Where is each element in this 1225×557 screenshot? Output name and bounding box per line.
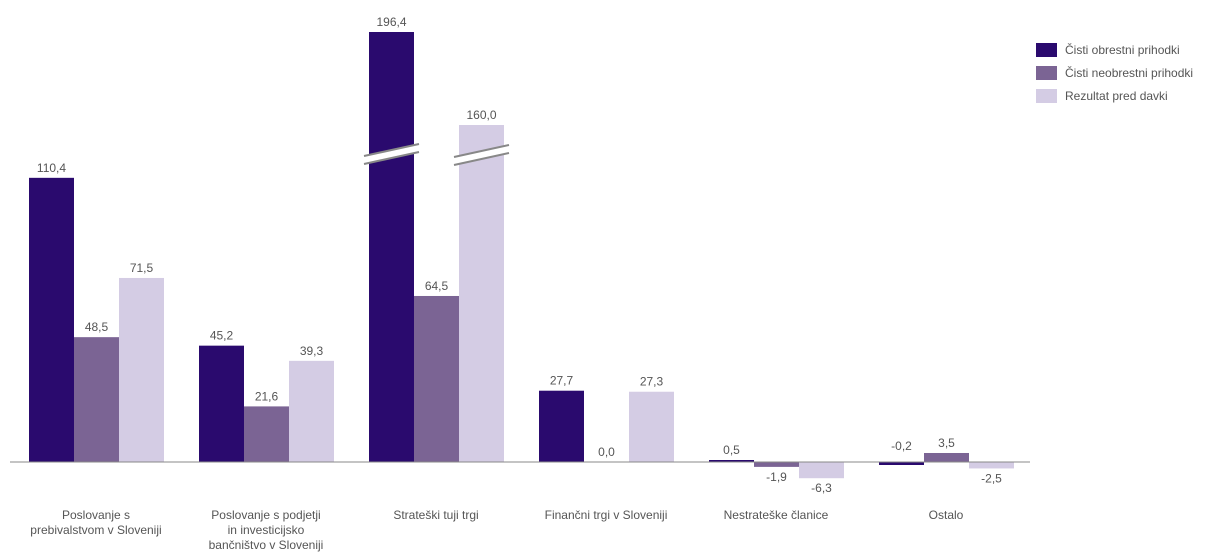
category-label-corporate: Poslovanje s podjetji in investicijsko b… <box>208 508 324 552</box>
bar-1-1 <box>244 406 289 462</box>
axis-break-gap-2-0 <box>364 144 419 164</box>
legend-item-interest: Čisti obrestni prihodki <box>1036 38 1193 61</box>
bar-5-2 <box>969 462 1014 469</box>
data-label-4-1: -1,9 <box>766 470 787 484</box>
bar-0-2 <box>119 277 164 462</box>
axis-break-gap-2-2 <box>454 145 509 165</box>
data-label-0-2: 71,5 <box>130 261 154 275</box>
axis-break-mark-2-0-1 <box>363 151 420 165</box>
data-label-3-0: 27,7 <box>550 374 574 388</box>
data-label-3-1: 0,0 <box>598 445 615 459</box>
category-label-other: Ostalo <box>928 508 964 522</box>
legend-label-pretax: Rezultat pred davki <box>1065 88 1168 103</box>
category-label-nonstrategic: Nestrateške članice <box>723 508 829 522</box>
axis-break-mark-2-2-1 <box>453 152 510 166</box>
legend-swatch-pretax <box>1036 88 1057 103</box>
bar-0-0 <box>29 177 74 463</box>
data-label-2-1: 64,5 <box>425 279 449 293</box>
data-label-1-2: 39,3 <box>300 344 324 358</box>
data-label-0-0: 110,4 <box>37 161 66 175</box>
axis-break-mark-2-2-0 <box>453 144 510 158</box>
bar-4-1 <box>754 462 799 467</box>
legend-swatch-interest <box>1036 42 1057 57</box>
data-label-5-1: 3,5 <box>938 436 955 450</box>
bar-4-2 <box>799 462 844 479</box>
bar-2-2 <box>459 125 504 462</box>
category-label-foreign: Strateški tuji trgi <box>393 508 479 522</box>
legend-swatch-noninterest <box>1036 65 1057 80</box>
bar-0-1 <box>74 337 119 462</box>
bar-2-1 <box>414 295 459 462</box>
data-label-5-0: -0,2 <box>891 439 912 453</box>
data-label-3-2: 27,3 <box>640 375 664 389</box>
legend-label-interest: Čisti obrestni prihodki <box>1065 42 1180 57</box>
bar-5-0 <box>879 462 924 465</box>
data-label-2-0: 196,4 <box>376 15 406 29</box>
data-label-4-0: 0,5 <box>723 443 740 457</box>
data-label-1-1: 21,6 <box>255 389 279 403</box>
data-label-2-2: 160,0 <box>466 108 496 122</box>
data-label-5-2: -2,5 <box>981 471 1002 485</box>
bar-3-0 <box>539 390 584 462</box>
bar-3-2 <box>629 391 674 462</box>
legend: Čisti obrestni prihodki Čisti neobrestni… <box>1036 38 1193 107</box>
category-label-financial: Finančni trgi v Sloveniji <box>544 508 668 522</box>
bar-1-2 <box>289 360 334 462</box>
bar-1-0 <box>199 345 244 462</box>
data-label-1-0: 45,2 <box>210 329 234 343</box>
data-label-4-2: -6,3 <box>811 481 832 495</box>
data-label-0-1: 48,5 <box>85 320 109 334</box>
legend-item-pretax: Rezultat pred davki <box>1036 84 1193 107</box>
bar-5-1 <box>924 452 969 462</box>
legend-label-noninterest: Čisti neobrestni prihodki <box>1065 65 1194 80</box>
axis-break-mark-2-0-0 <box>363 143 420 157</box>
legend-item-noninterest: Čisti neobrestni prihodki <box>1036 61 1193 84</box>
bar-2-0 <box>369 32 414 462</box>
category-label-retail: Poslovanje s prebivalstvom v Sloveniji <box>30 508 162 537</box>
bar-4-0 <box>709 460 754 462</box>
